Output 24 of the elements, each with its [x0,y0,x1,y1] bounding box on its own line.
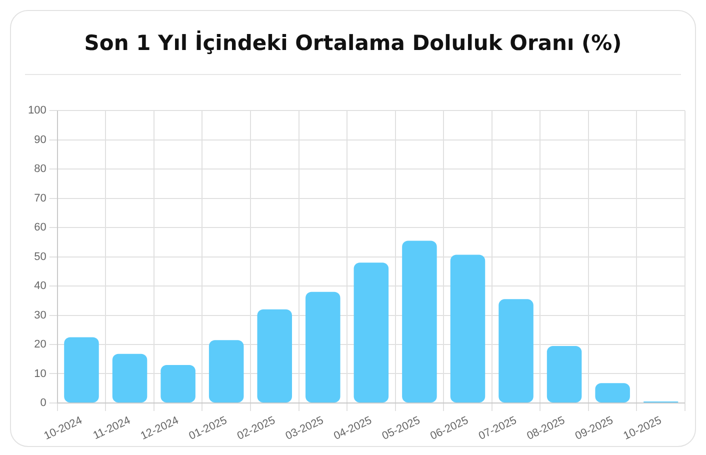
y-tick-label: 0 [40,397,46,410]
y-tick-label: 10 [34,368,46,380]
bar [450,254,486,402]
bar [257,309,292,402]
y-tick-label: 50 [34,250,46,263]
y-tick-label: 40 [34,280,46,292]
y-tick-label: 70 [34,192,46,204]
bar [354,262,389,402]
bar [208,340,244,402]
y-tick-label: 80 [34,163,46,176]
y-tick-label: 20 [34,338,46,351]
bar [160,364,196,402]
bar [402,240,437,402]
y-tick-label: 30 [34,309,46,322]
bar [498,299,534,402]
y-tick-label: 60 [34,222,46,234]
bar [64,337,99,402]
bar [595,383,630,402]
chart-title: Son 1 Yıl İçindeki Ortalama Doluluk Oranı (%) [83,31,623,55]
bar [112,354,148,402]
bar [306,292,340,402]
y-tick-label: 100 [28,104,46,117]
bar [546,346,582,402]
y-tick-label: 90 [34,134,46,146]
